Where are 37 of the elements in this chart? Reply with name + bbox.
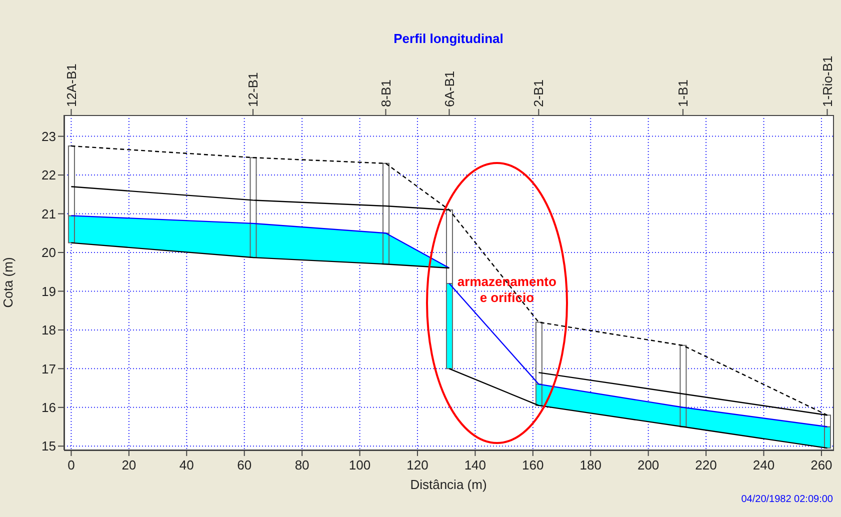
annotation: 8-B1: [378, 80, 394, 107]
annotation: 12-B1: [246, 72, 261, 107]
annotation: armazenamento e orifício: [456, 274, 558, 306]
line-series: [448, 368, 828, 449]
x-tick-label: 120: [406, 458, 428, 473]
x-tick-label: 20: [122, 458, 136, 473]
y-tick-label: 22: [42, 168, 56, 183]
annotation: 2-B1: [531, 80, 546, 107]
y-tick-label: 20: [42, 245, 56, 260]
x-tick-label: 220: [695, 458, 717, 473]
x-tick-label: 40: [179, 458, 194, 473]
x-axis-title: Distância (m): [410, 477, 487, 492]
y-tick-label: 21: [42, 206, 56, 222]
text: 04/20/1982 02:09:00: [741, 494, 833, 505]
x-tick-label: 240: [752, 458, 775, 473]
y-tick-label: 19: [42, 284, 56, 299]
y-tick-label: 23: [42, 128, 56, 144]
line-series: [70, 242, 450, 269]
annotation: 1-Rio-B1: [820, 56, 835, 107]
chart-title: Perfil longitudinal: [392, 31, 504, 46]
annotation: 12A-B1: [64, 64, 79, 107]
x-tick-label: 260: [810, 458, 832, 473]
y-tick-label: 16: [42, 400, 56, 416]
annotation: 1-B1: [676, 80, 690, 107]
x-tick-label: 80: [294, 458, 310, 473]
x-tick-label: 180: [580, 458, 602, 473]
x-tick-label: 160: [522, 458, 544, 473]
y-axis-title: Cota (m): [0, 257, 16, 308]
x-tick-label: 0: [68, 458, 75, 473]
y-tick-label: 18: [42, 322, 56, 338]
x-tick-label: 100: [348, 458, 371, 473]
annotation: 6A-B1: [442, 70, 457, 107]
x-tick-label: 140: [464, 458, 486, 473]
x-tick-label: 60: [237, 458, 252, 473]
y-tick-label: 17: [42, 361, 56, 376]
x-tick-label: 200: [637, 458, 660, 473]
y-tick-label: 15: [42, 438, 56, 454]
